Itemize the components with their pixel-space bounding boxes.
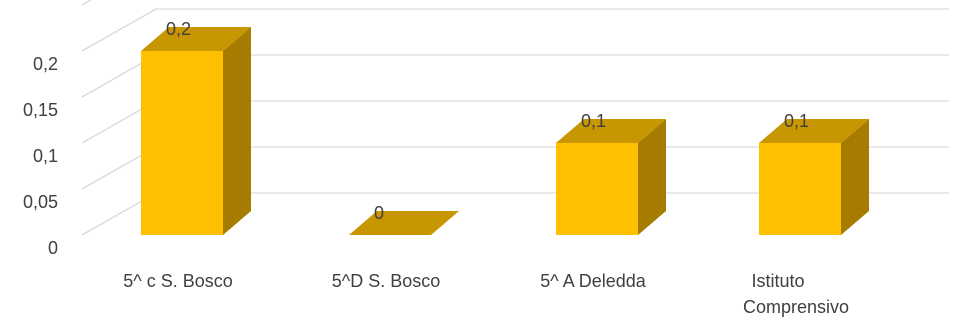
bar [349,211,459,235]
bar-top [759,119,869,143]
y-tick-label: 0,2 [33,54,58,74]
bar-top [349,211,459,235]
bars [141,27,869,235]
y-axis: 0 0,05 0,1 0,15 0,2 [23,54,58,258]
gridline-diagonal [81,0,93,6]
x-tick-label: 5^D S. Bosco [332,271,441,291]
bar [556,119,666,235]
x-tick-label: 5^ A Deledda [540,271,647,291]
bar-front [141,51,223,235]
x-tick-label: Istituto Comprensivo [743,271,849,317]
bar [141,27,251,235]
bar-front [556,143,638,235]
bar-top [556,119,666,143]
data-label: 0 [374,203,384,223]
bar-side [841,119,869,235]
data-label: 0,1 [784,111,809,131]
x-tick-label: 5^ c S. Bosco [123,271,233,291]
data-label: 0,2 [166,19,191,39]
bar-side [638,119,666,235]
y-tick-label: 0,1 [33,146,58,166]
bar-front [759,143,841,235]
data-label: 0,1 [581,111,606,131]
data-labels: 0,2 0 0,1 0,1 [166,19,809,223]
y-tick-label: 0 [48,238,58,258]
y-tick-label: 0,05 [23,192,58,212]
bar-top [141,27,251,51]
y-tick-label: 0,15 [23,100,58,120]
bar-side [223,27,251,235]
gridline-diagonal [81,8,157,52]
bar [759,119,869,235]
x-axis: 5^ c S. Bosco 5^D S. Bosco 5^ A Deledda Ist… [123,271,849,317]
